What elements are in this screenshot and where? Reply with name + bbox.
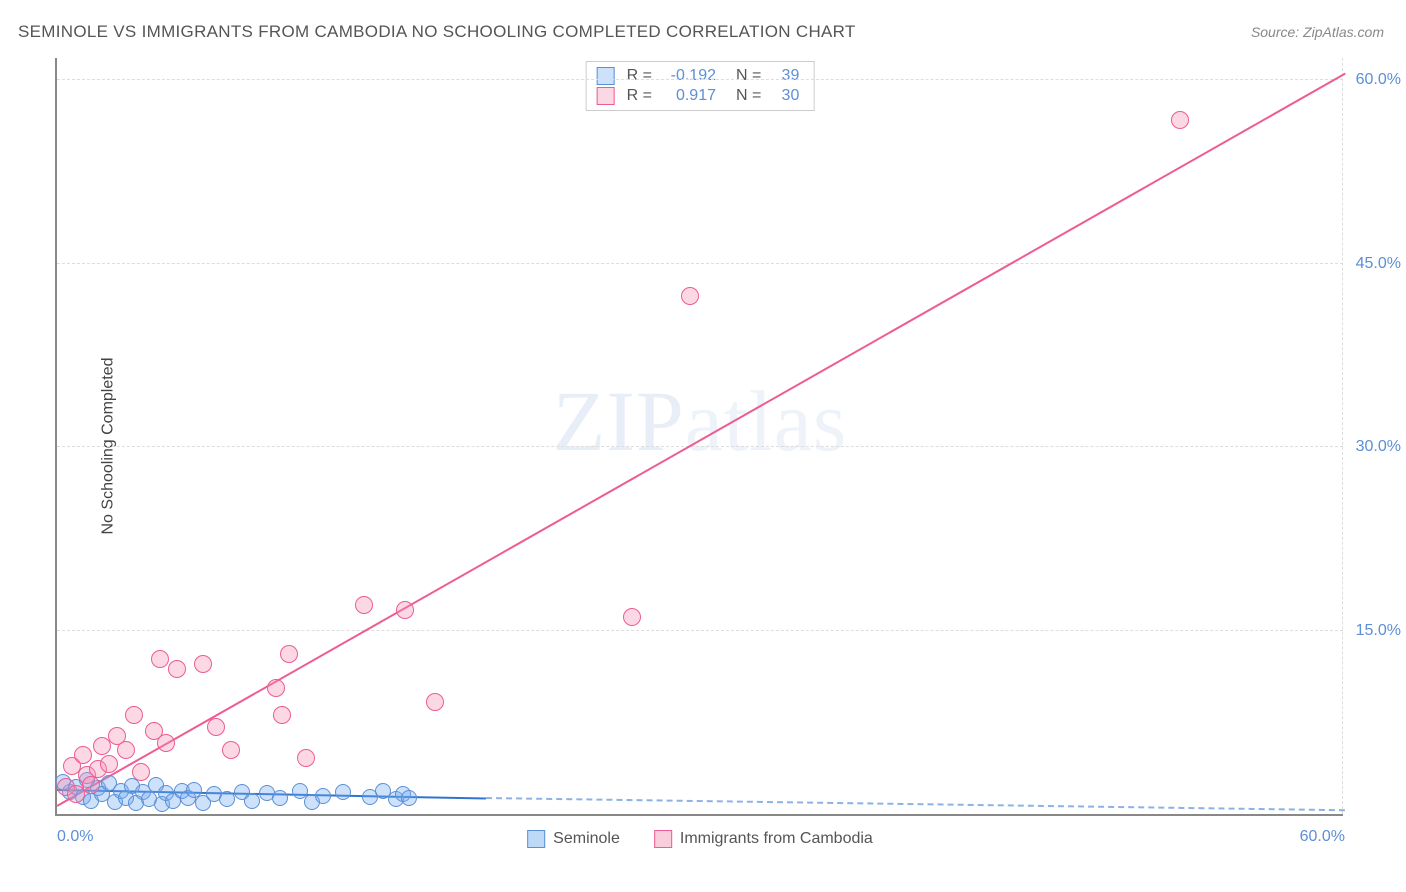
legend-item-cambodia: Immigrants from Cambodia [654, 830, 873, 848]
n-value-cambodia: 30 [769, 87, 799, 105]
y-tick-label: 15.0% [1356, 622, 1401, 640]
data-point [355, 596, 373, 614]
x-tick-label: 60.0% [1300, 828, 1345, 846]
data-point [219, 791, 235, 807]
data-point [426, 693, 444, 711]
n-key: N = [736, 67, 761, 85]
y-tick-label: 45.0% [1356, 255, 1401, 273]
r-value-cambodia: 0.917 [660, 87, 716, 105]
watermark-bold: ZIP [553, 373, 685, 469]
data-point [681, 287, 699, 305]
data-point [335, 784, 351, 800]
n-key: N = [736, 87, 761, 105]
r-value-seminole: -0.192 [660, 67, 716, 85]
legend-swatch-cambodia [654, 830, 672, 848]
legend-label-cambodia: Immigrants from Cambodia [680, 830, 873, 848]
watermark: ZIPatlas [553, 371, 848, 471]
y-tick-label: 60.0% [1356, 71, 1401, 89]
data-point [267, 679, 285, 697]
swatch-seminole [597, 67, 615, 85]
watermark-thin: atlas [685, 373, 848, 469]
data-point [297, 749, 315, 767]
trend-line [57, 72, 1346, 806]
data-point [623, 608, 641, 626]
r-key: R = [627, 67, 652, 85]
data-point [280, 645, 298, 663]
series-legend: Seminole Immigrants from Cambodia [527, 830, 873, 848]
gridline [57, 263, 1343, 264]
data-point [244, 793, 260, 809]
source-label: Source: ZipAtlas.com [1251, 24, 1384, 40]
x-tick-label: 0.0% [57, 828, 93, 846]
r-legend-row-seminole: R = -0.192 N = 39 [597, 66, 800, 86]
data-point [100, 755, 118, 773]
data-point [315, 788, 331, 804]
swatch-cambodia [597, 87, 615, 105]
data-point [396, 601, 414, 619]
chart-title: SEMINOLE VS IMMIGRANTS FROM CAMBODIA NO … [18, 22, 856, 42]
legend-swatch-seminole [527, 830, 545, 848]
data-point [1171, 111, 1189, 129]
legend-label-seminole: Seminole [553, 830, 620, 848]
r-legend-row-cambodia: R = 0.917 N = 30 [597, 86, 800, 106]
r-key: R = [627, 87, 652, 105]
data-point [222, 741, 240, 759]
data-point [82, 776, 100, 794]
data-point [194, 655, 212, 673]
data-point [273, 706, 291, 724]
data-point [74, 746, 92, 764]
correlation-legend: R = -0.192 N = 39 R = 0.917 N = 30 [586, 61, 815, 111]
data-point [207, 718, 225, 736]
gridline [57, 630, 1343, 631]
data-point [151, 650, 169, 668]
legend-item-seminole: Seminole [527, 830, 620, 848]
plot-area: ZIPatlas R = -0.192 N = 39 R = 0.917 N =… [55, 58, 1343, 816]
data-point [132, 763, 150, 781]
data-point [125, 706, 143, 724]
data-point [401, 790, 417, 806]
data-point [117, 741, 135, 759]
data-point [157, 734, 175, 752]
data-point [168, 660, 186, 678]
plot-right-border [1342, 58, 1343, 814]
gridline [57, 79, 1343, 80]
n-value-seminole: 39 [769, 67, 799, 85]
gridline [57, 446, 1343, 447]
y-tick-label: 30.0% [1356, 438, 1401, 456]
trend-line-dashed [486, 797, 1345, 811]
data-point [272, 790, 288, 806]
